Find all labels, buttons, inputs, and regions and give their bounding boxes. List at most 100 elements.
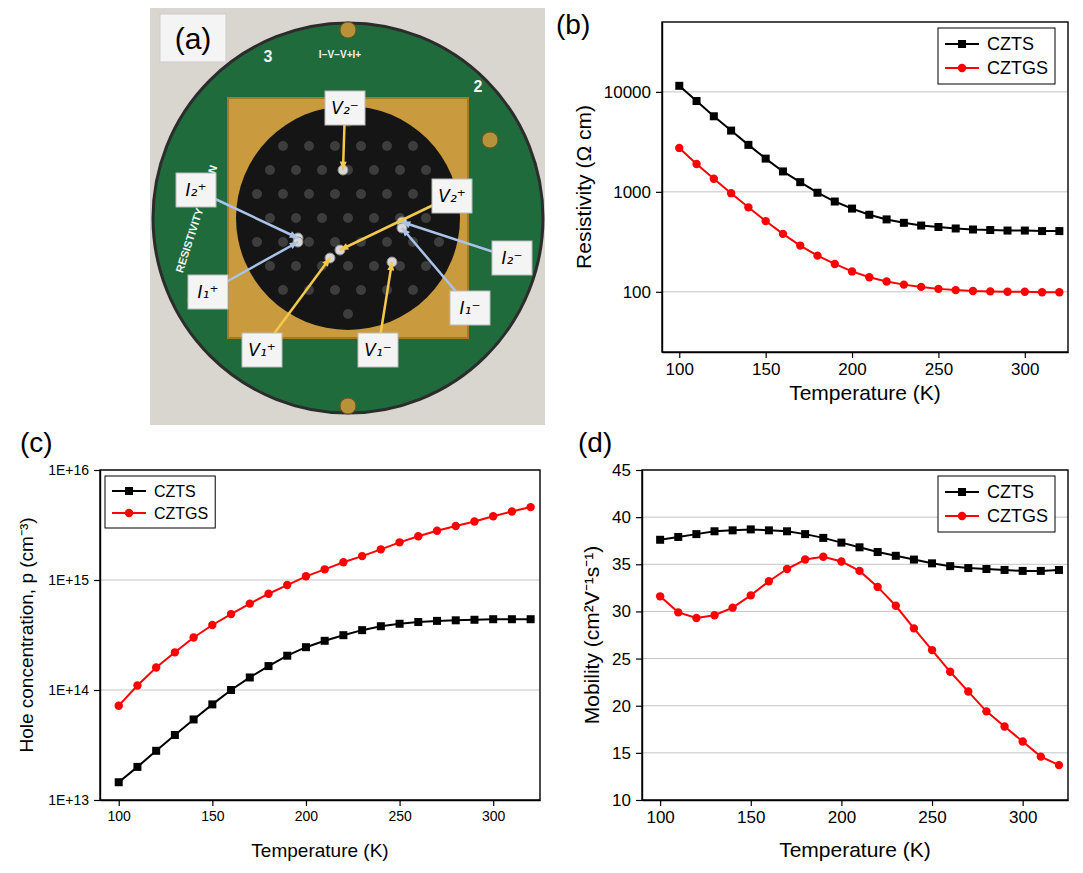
tick: 1E+13 bbox=[48, 792, 100, 808]
data-point bbox=[339, 631, 347, 639]
sample-dot bbox=[304, 189, 314, 199]
sample-dot bbox=[252, 237, 262, 247]
data-point bbox=[848, 205, 856, 213]
axis: 1015202530354045 bbox=[612, 461, 642, 810]
legend-item: CZTS bbox=[945, 482, 1034, 502]
data-point bbox=[873, 583, 881, 591]
label-box bbox=[176, 173, 216, 207]
data-point bbox=[813, 189, 821, 197]
tick-label: 10000 bbox=[604, 83, 651, 102]
pointer-head bbox=[289, 242, 298, 249]
tick: 250 bbox=[918, 800, 946, 827]
data-point bbox=[969, 287, 977, 295]
data-point bbox=[711, 527, 719, 535]
series-line bbox=[679, 86, 1059, 231]
tick-mark bbox=[399, 800, 400, 806]
circuit-board bbox=[153, 23, 543, 413]
grid-line bbox=[642, 658, 1068, 659]
data-point bbox=[747, 591, 755, 599]
contact-label: V₂⁻ bbox=[331, 98, 358, 118]
sample-dot bbox=[369, 213, 379, 223]
data-point bbox=[729, 526, 737, 534]
sample-dot bbox=[265, 261, 275, 271]
label-box bbox=[492, 241, 532, 275]
legend-item: CZTS bbox=[945, 34, 1034, 54]
photo-panel: 32RESISTIVITY OPTIONI−V−V+I+I₂⁺V₂⁻V₂⁺I₂⁻… bbox=[150, 8, 545, 425]
data-point bbox=[892, 602, 900, 610]
data-point bbox=[302, 643, 310, 651]
legend-marker bbox=[125, 487, 133, 495]
axis: 100150200250300 bbox=[643, 800, 1069, 827]
grid-line bbox=[642, 611, 1068, 612]
tick: 300 bbox=[1009, 800, 1037, 827]
tick: 150 bbox=[737, 800, 765, 827]
data-point bbox=[693, 97, 701, 105]
screw bbox=[482, 132, 498, 148]
tick: 100 bbox=[623, 283, 662, 302]
data-point bbox=[917, 222, 925, 230]
plot-frame bbox=[642, 470, 1068, 800]
contact-label: I₂⁻ bbox=[502, 248, 523, 268]
data-point bbox=[1021, 288, 1029, 296]
tick: 40 bbox=[612, 508, 642, 527]
tick: 20 bbox=[612, 697, 642, 716]
data-point bbox=[744, 141, 752, 149]
data-point bbox=[264, 590, 272, 598]
data-point bbox=[489, 615, 497, 623]
data-point bbox=[1055, 566, 1063, 574]
legend-marker bbox=[958, 40, 966, 48]
tick-mark bbox=[656, 192, 662, 193]
tick-mark bbox=[636, 706, 642, 707]
sample-dot bbox=[408, 189, 418, 199]
data-point bbox=[414, 532, 422, 540]
data-point bbox=[227, 610, 235, 618]
screw bbox=[340, 398, 356, 414]
label-box bbox=[325, 91, 365, 125]
panel-label: (c) bbox=[20, 427, 53, 458]
data-point bbox=[470, 616, 478, 624]
axis: 100150200250300 bbox=[101, 800, 541, 824]
tick-label: 100 bbox=[108, 808, 132, 824]
legend-label: CZTGS bbox=[987, 506, 1048, 526]
grid bbox=[662, 92, 1068, 292]
data-point bbox=[656, 536, 664, 544]
sample-dot bbox=[304, 237, 314, 247]
sample-dot bbox=[278, 237, 288, 247]
data-point bbox=[171, 731, 179, 739]
data-point bbox=[762, 155, 770, 163]
data-point bbox=[910, 624, 918, 632]
data-point bbox=[1021, 227, 1029, 235]
data-point bbox=[152, 663, 160, 671]
tick-label: 35 bbox=[612, 555, 631, 574]
data-point bbox=[675, 82, 683, 90]
tick-mark bbox=[636, 564, 642, 565]
data-point bbox=[779, 230, 787, 238]
data-point bbox=[710, 175, 718, 183]
data-point bbox=[115, 778, 123, 786]
tick-label: 15 bbox=[612, 744, 631, 763]
plot-area bbox=[656, 525, 1063, 769]
legend-box bbox=[105, 476, 215, 528]
tick-label: 300 bbox=[482, 808, 506, 824]
board-text: 2 bbox=[474, 78, 483, 95]
sample-dot bbox=[395, 165, 405, 175]
tick-label: 100 bbox=[666, 360, 694, 379]
data-point bbox=[728, 603, 736, 611]
sample-dot bbox=[343, 309, 353, 319]
tick-mark bbox=[493, 800, 494, 806]
data-point bbox=[675, 144, 683, 152]
tick: 15 bbox=[612, 744, 642, 763]
data-point bbox=[837, 539, 845, 547]
grid bbox=[642, 470, 1068, 800]
tick: 30 bbox=[612, 602, 642, 621]
data-point bbox=[171, 648, 179, 656]
data-point bbox=[133, 681, 141, 689]
sample-dot bbox=[434, 237, 444, 247]
tick: 1000 bbox=[613, 183, 662, 202]
tick-mark bbox=[656, 292, 662, 293]
label-box bbox=[358, 333, 398, 367]
sample-dot bbox=[356, 285, 366, 295]
tick: 100 bbox=[646, 800, 674, 827]
axis-line bbox=[101, 800, 541, 801]
y-axis-title: Hole concentration, p (cm⁻³) bbox=[16, 517, 37, 752]
